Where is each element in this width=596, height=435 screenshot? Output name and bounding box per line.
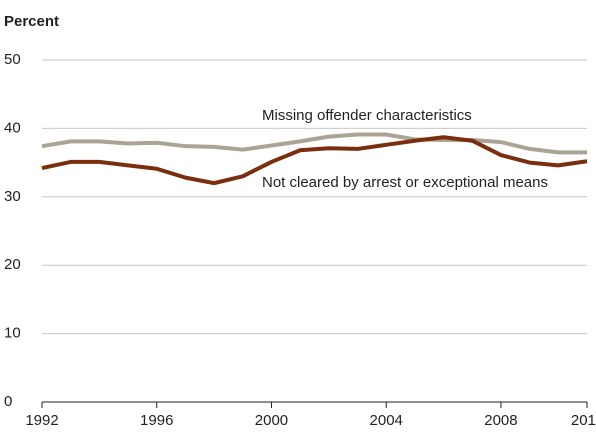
y-axis-title: Percent <box>4 13 59 30</box>
y-tick-label: 40 <box>4 119 21 136</box>
series-label: Missing offender characteristics <box>262 107 472 124</box>
y-tick-label: 0 <box>4 393 12 410</box>
x-tick-label: 1992 <box>25 412 58 429</box>
x-tick-label: 2008 <box>484 412 517 429</box>
x-tick-label: 2011 <box>571 412 596 429</box>
y-tick-label: 10 <box>4 325 21 342</box>
x-tick-label: 2000 <box>255 412 288 429</box>
y-tick-label: 50 <box>4 51 21 68</box>
y-tick-label: 20 <box>4 256 21 273</box>
series-label: Not cleared by arrest or exceptional mea… <box>262 174 548 191</box>
x-tick-label: 1996 <box>140 412 173 429</box>
series-line <box>41 135 588 186</box>
y-tick-label: 30 <box>4 188 21 205</box>
x-tick-label: 2004 <box>370 412 403 429</box>
series-line <box>41 132 587 155</box>
